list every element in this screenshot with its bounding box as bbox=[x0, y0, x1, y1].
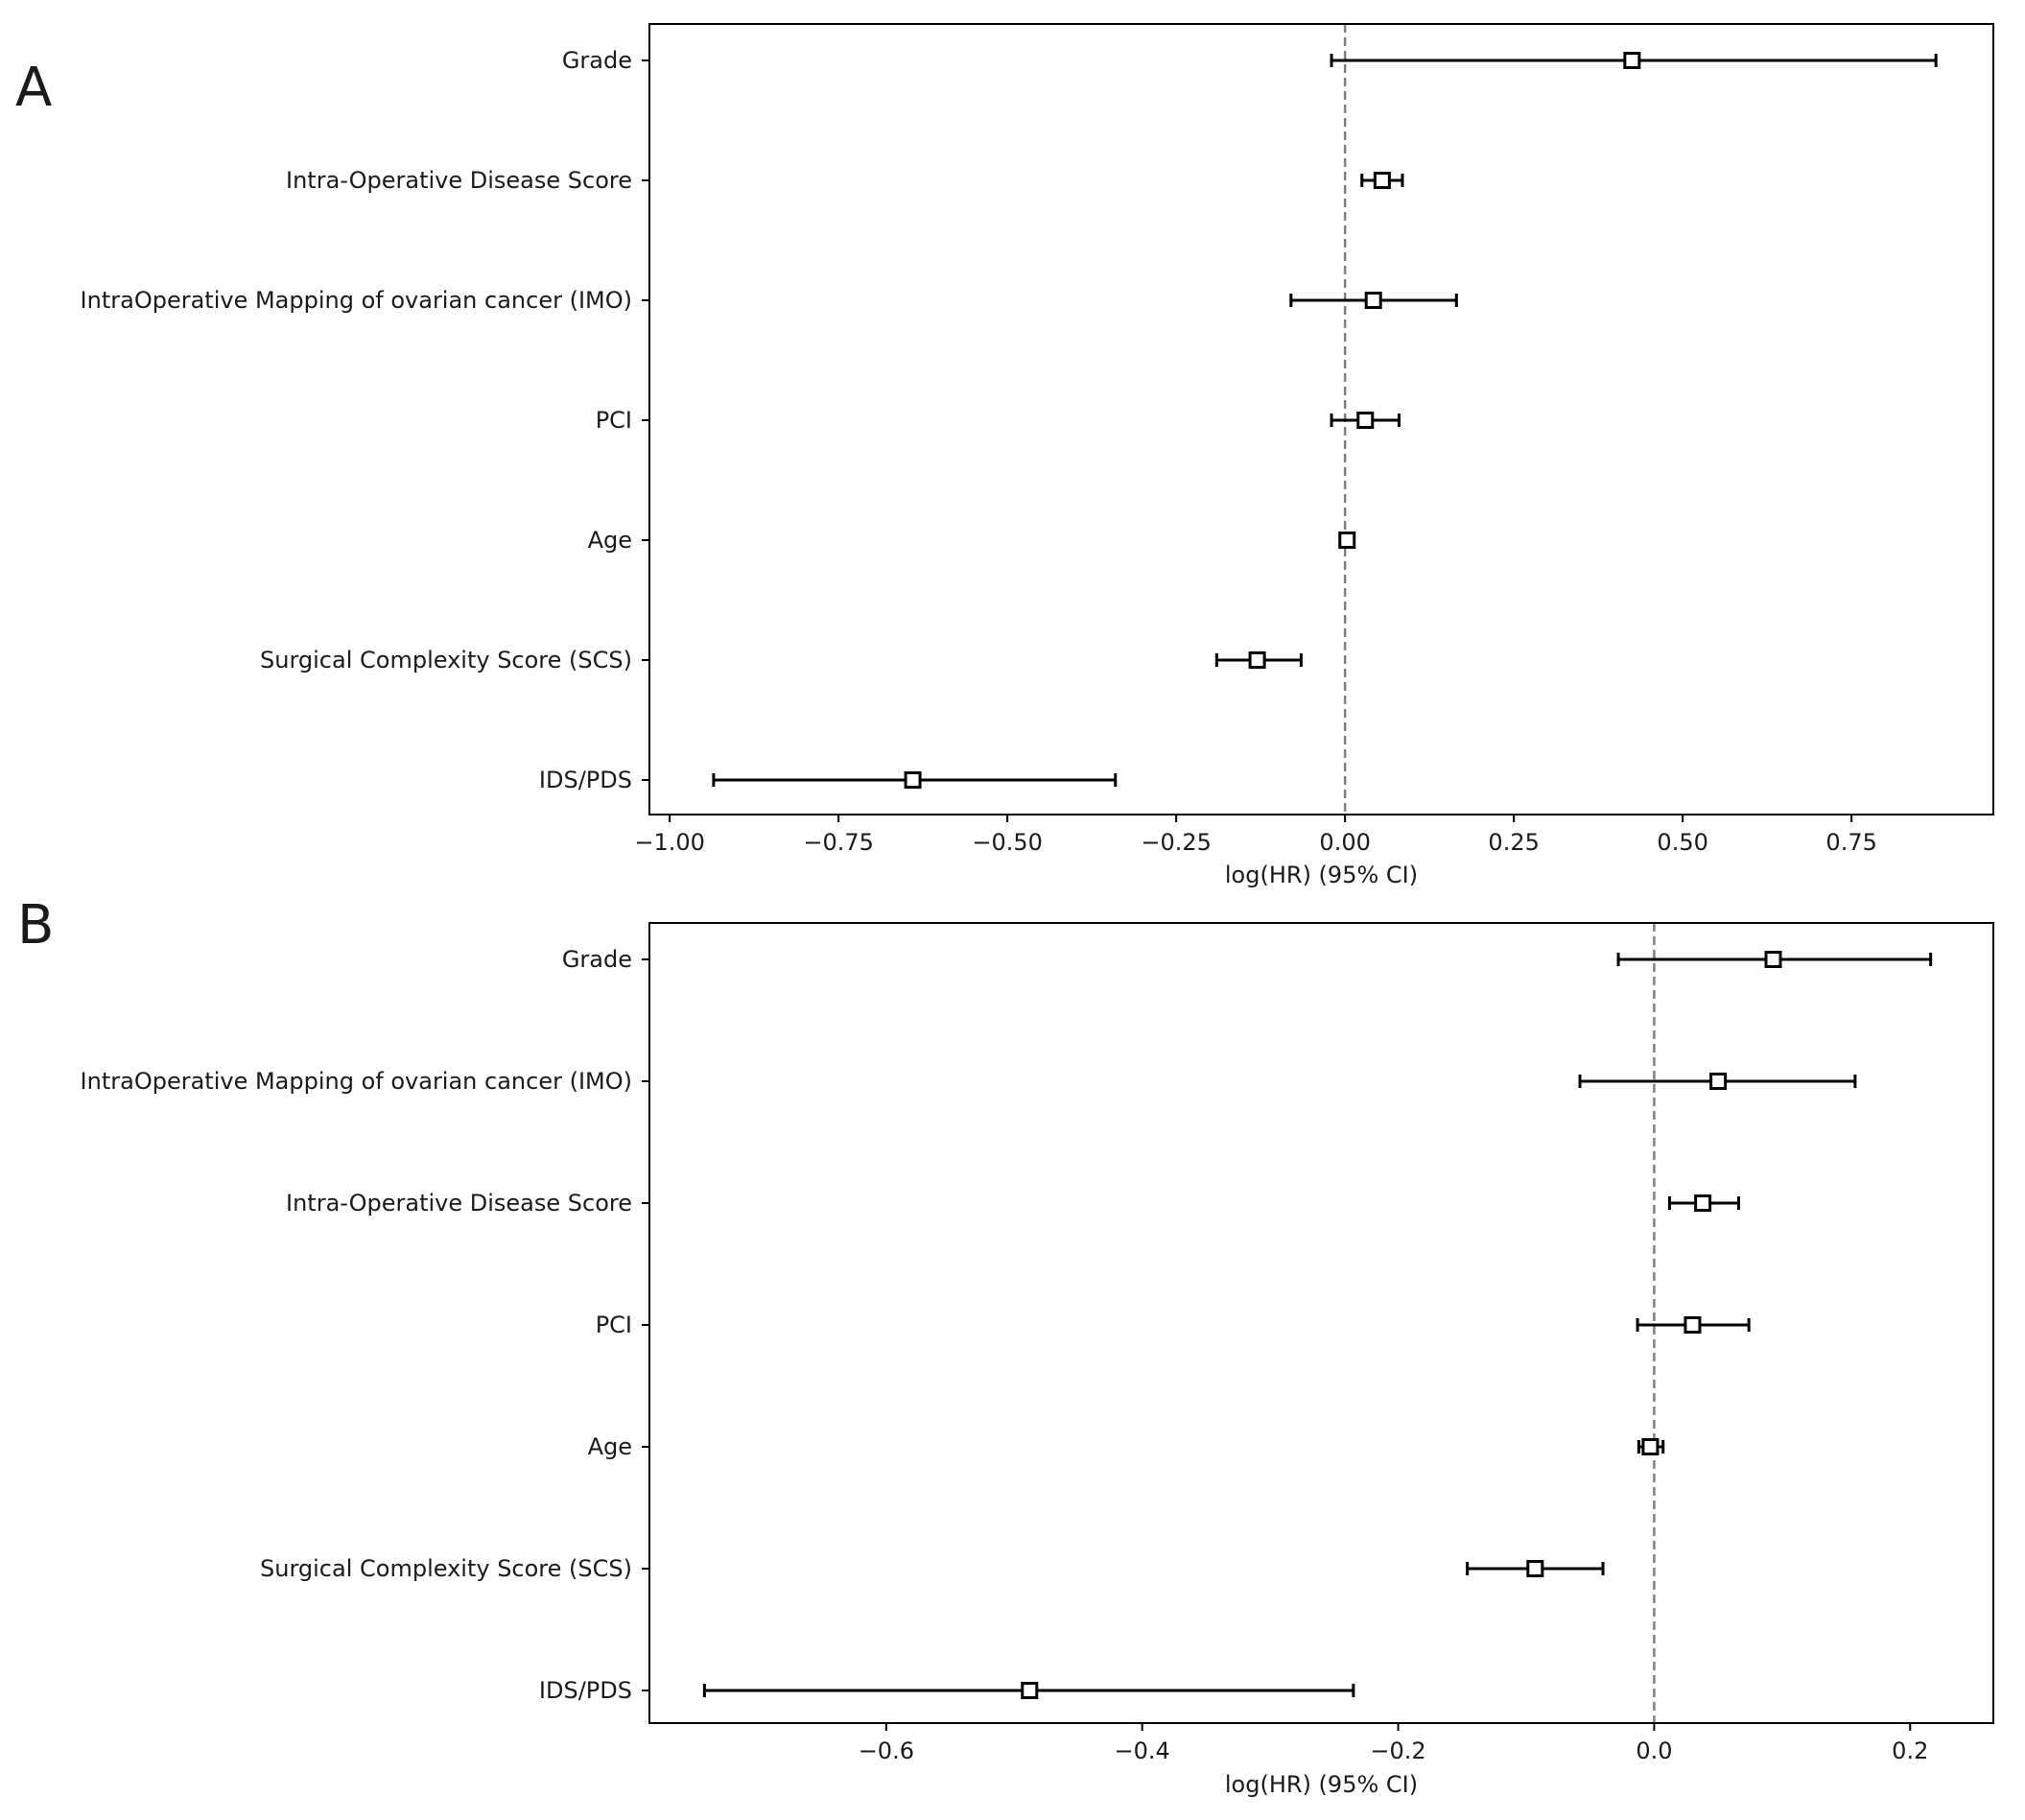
panel-b-plot-frame bbox=[648, 922, 1994, 1724]
panel-b-x-tick-label: −0.4 bbox=[1115, 1737, 1170, 1764]
panel-a-estimate-marker bbox=[1248, 651, 1266, 669]
panel-a-category-label: PCI bbox=[596, 407, 632, 434]
panel-b-estimate-marker bbox=[1684, 1316, 1702, 1334]
panel-b-estimate-marker bbox=[1694, 1194, 1712, 1212]
panel-b: B Grade IntraOperative Mapping of ovarian… bbox=[17, 894, 1994, 1798]
panel-a-category-label: IntraOperative Mapping of ovarian cancer… bbox=[81, 287, 632, 314]
panel-a-estimate-marker bbox=[1338, 532, 1356, 549]
panel-b-x-tick-label: 0.2 bbox=[1892, 1737, 1928, 1764]
panel-a-estimate-marker bbox=[904, 771, 922, 789]
panel-b-category-label: PCI bbox=[596, 1312, 632, 1338]
panel-a-category-label: Grade bbox=[562, 47, 632, 74]
panel-a-category-label: Surgical Complexity Score (SCS) bbox=[260, 647, 632, 674]
panel-a-x-axis-label: log(HR) (95% CI) bbox=[1225, 862, 1418, 888]
panel-b-estimate-marker bbox=[1526, 1560, 1544, 1577]
panel-a-x-tick-label: 0.00 bbox=[1319, 829, 1370, 856]
panel-b-letter: B bbox=[17, 894, 54, 957]
panel-a-marks bbox=[712, 52, 1938, 789]
panel-a-x-tick-label: −0.25 bbox=[1141, 829, 1212, 856]
panel-b-x-axis-label: log(HR) (95% CI) bbox=[1225, 1771, 1418, 1798]
panel-b-category-labels: Grade IntraOperative Mapping of ovarian c… bbox=[81, 946, 649, 1704]
panel-a-x-tick-label: 0.50 bbox=[1657, 829, 1707, 856]
panel-a-estimate-marker bbox=[1373, 172, 1391, 189]
panel-a-x-tick-label: 0.25 bbox=[1488, 829, 1539, 856]
panel-b-x-tick-label: 0.0 bbox=[1636, 1737, 1672, 1764]
panel-b-estimate-marker bbox=[1021, 1682, 1039, 1699]
panel-a-x-tick-label: 0.75 bbox=[1825, 829, 1876, 856]
panel-a-estimate-marker bbox=[1356, 412, 1375, 429]
panel-b-category-label: Grade bbox=[562, 946, 632, 973]
panel-b-category-label: Age bbox=[588, 1433, 632, 1460]
panel-b-category-label: IDS/PDS bbox=[539, 1677, 632, 1704]
panel-b-category-label: Intra-Operative Disease Score bbox=[286, 1190, 632, 1217]
panel-b-estimate-marker bbox=[1709, 1073, 1728, 1090]
panel-a-x-tick-label: −1.00 bbox=[634, 829, 705, 856]
panel-a-x-axis: −1.00 −0.75 −0.50 −0.25 0.00 0.25 0.50 0.75 bbox=[634, 815, 1877, 856]
panel-a-category-labels: Grade Intra-Operative Disease Score IntraO… bbox=[81, 47, 649, 793]
panel-b-marks bbox=[702, 951, 1933, 1699]
panel-a-letter: A bbox=[15, 57, 52, 119]
panel-a-x-tick-label: −0.75 bbox=[803, 829, 874, 856]
panel-a-estimate-marker bbox=[1364, 292, 1382, 309]
panel-b-estimate-marker bbox=[1764, 951, 1782, 968]
panel-a-category-label: Intra-Operative Disease Score bbox=[286, 167, 632, 194]
panel-a-x-tick-label: −0.50 bbox=[972, 829, 1043, 856]
panel-a: A Grade Intra-Operative Disease Score Intr… bbox=[15, 23, 1994, 888]
panel-b-x-tick-label: −0.6 bbox=[859, 1737, 914, 1764]
panel-a-category-label: Age bbox=[588, 527, 632, 554]
panel-a-category-label: IDS/PDS bbox=[539, 767, 632, 793]
panel-b-x-axis: −0.6 −0.4 −0.2 0.0 0.2 bbox=[859, 1723, 1928, 1764]
panel-b-estimate-marker bbox=[1641, 1438, 1660, 1455]
panel-b-category-label: IntraOperative Mapping of ovarian cancer… bbox=[81, 1068, 632, 1095]
panel-a-estimate-marker bbox=[1623, 52, 1641, 69]
panel-b-x-tick-label: −0.2 bbox=[1370, 1737, 1425, 1764]
panel-b-category-label: Surgical Complexity Score (SCS) bbox=[260, 1555, 632, 1582]
